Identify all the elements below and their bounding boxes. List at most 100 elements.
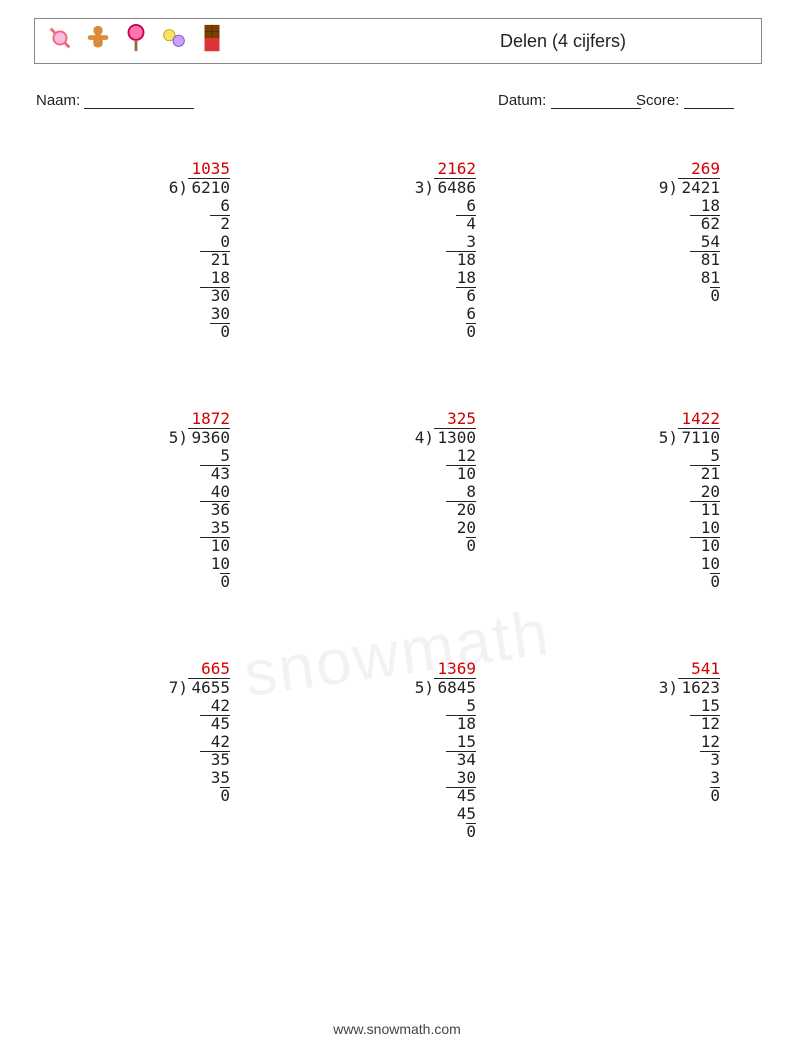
work-row: 0 [110, 323, 230, 341]
work-row: 6 [356, 305, 476, 323]
work-row: 0 [600, 787, 720, 805]
work-row: 5 [110, 447, 230, 465]
work-row: 0 [110, 787, 230, 805]
work-row: 10 [356, 465, 476, 483]
work-row: 42 [110, 697, 230, 715]
work-row: 5 [600, 447, 720, 465]
work-row: 0 [356, 823, 476, 841]
work-row: 45 [356, 805, 476, 823]
work-row: 43 [110, 465, 230, 483]
name-label: Naam: [36, 92, 194, 109]
work-row: 12 [600, 715, 720, 733]
gingerbread-icon [83, 23, 113, 59]
name-blank [84, 94, 194, 109]
work-row: 6 [110, 197, 230, 215]
work-row: 45 [110, 715, 230, 733]
quotient: 541 [600, 660, 720, 678]
work-row: 40 [110, 483, 230, 501]
work-row: 0 [600, 573, 720, 591]
work-row: 12 [600, 733, 720, 751]
division-problem: 13695)6845 5 18 15 34 30 45 45 0 [356, 660, 476, 841]
work-row: 18 [356, 251, 476, 269]
work-row: 35 [110, 769, 230, 787]
work-row: 5 [356, 697, 476, 715]
work-row: 81 [600, 269, 720, 287]
work-row: 10 [110, 555, 230, 573]
quotient: 1422 [600, 410, 720, 428]
division-problem: 10356)6210 6 2 0 21 18 30 30 0 [110, 160, 230, 341]
score-label-text: Score: [636, 92, 679, 109]
work-row: 3 [600, 751, 720, 769]
score-blank [684, 94, 734, 109]
divisor-dividend: 3)1623 [600, 678, 720, 697]
divisor-dividend: 5)6845 [356, 678, 476, 697]
work-row: 18 [356, 715, 476, 733]
work-row: 81 [600, 251, 720, 269]
divisor-dividend: 7)4655 [110, 678, 230, 697]
work-row: 3 [356, 233, 476, 251]
work-row: 30 [356, 769, 476, 787]
name-label-text: Naam: [36, 92, 80, 109]
work-row: 30 [110, 287, 230, 305]
macarons-icon [159, 23, 189, 59]
quotient: 2162 [356, 160, 476, 178]
work-row: 15 [600, 697, 720, 715]
work-row: 30 [110, 305, 230, 323]
quotient: 1872 [110, 410, 230, 428]
work-row: 45 [356, 787, 476, 805]
footer-url: www.snowmath.com [0, 1021, 794, 1037]
quotient: 269 [600, 160, 720, 178]
division-problem: 14225)7110 5 21 20 11 10 10 10 0 [600, 410, 720, 591]
work-row: 21 [600, 465, 720, 483]
work-row: 20 [356, 519, 476, 537]
work-row: 20 [356, 501, 476, 519]
divisor-dividend: 5)9360 [110, 428, 230, 447]
work-row: 0 [110, 233, 230, 251]
chocolate-icon [197, 23, 227, 59]
work-row: 18 [110, 269, 230, 287]
division-problem: 18725)9360 5 43 40 36 35 10 10 0 [110, 410, 230, 591]
work-row: 12 [356, 447, 476, 465]
work-row: 34 [356, 751, 476, 769]
work-row: 10 [600, 555, 720, 573]
work-row: 35 [110, 751, 230, 769]
work-row: 10 [110, 537, 230, 555]
quotient: 665 [110, 660, 230, 678]
divisor-dividend: 5)7110 [600, 428, 720, 447]
quotient: 1035 [110, 160, 230, 178]
work-row: 8 [356, 483, 476, 501]
work-row: 2 [110, 215, 230, 233]
score-label: Score: [636, 92, 734, 109]
divisor-dividend: 4)1300 [356, 428, 476, 447]
work-row: 18 [600, 197, 720, 215]
work-row: 35 [110, 519, 230, 537]
work-row: 0 [600, 287, 720, 305]
work-row: 0 [356, 323, 476, 341]
work-row: 0 [356, 537, 476, 555]
header-box: Delen (4 cijfers) [34, 18, 762, 64]
division-problem: 3254)1300 12 10 8 20 20 0 [356, 410, 476, 555]
work-row: 6 [356, 287, 476, 305]
work-row: 62 [600, 215, 720, 233]
date-label-text: Datum: [498, 92, 546, 109]
division-problem: 21623)6486 6 4 3 18 18 6 6 0 [356, 160, 476, 341]
division-problem: 6657)4655 42 45 42 35 35 0 [110, 660, 230, 805]
work-row: 4 [356, 215, 476, 233]
work-row: 20 [600, 483, 720, 501]
work-row: 18 [356, 269, 476, 287]
quotient: 325 [356, 410, 476, 428]
work-row: 54 [600, 233, 720, 251]
date-label: Datum: [498, 92, 641, 109]
work-row: 42 [110, 733, 230, 751]
divisor-dividend: 6)6210 [110, 178, 230, 197]
divisor-dividend: 9)2421 [600, 178, 720, 197]
work-row: 36 [110, 501, 230, 519]
work-row: 10 [600, 519, 720, 537]
work-row: 3 [600, 769, 720, 787]
division-problem: 2699)2421 18 62 54 81 81 0 [600, 160, 720, 305]
quotient: 1369 [356, 660, 476, 678]
work-row: 21 [110, 251, 230, 269]
division-problem: 5413)1623 15 12 12 3 3 0 [600, 660, 720, 805]
work-row: 0 [110, 573, 230, 591]
divisor-dividend: 3)6486 [356, 178, 476, 197]
